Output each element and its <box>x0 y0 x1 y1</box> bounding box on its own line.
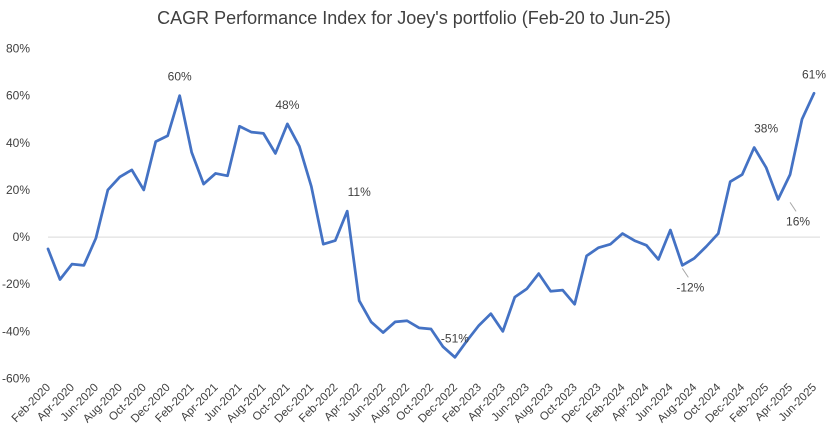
y-tick-label: 60% <box>6 89 30 103</box>
data-label: 16% <box>786 214 810 228</box>
data-label: -51% <box>441 331 469 345</box>
data-label: -12% <box>676 280 704 294</box>
y-tick-label: 0% <box>13 230 31 244</box>
y-tick-label: -40% <box>2 324 30 338</box>
series-line <box>46 91 816 359</box>
data-label: 48% <box>275 98 299 112</box>
y-tick-label: 40% <box>6 136 30 150</box>
data-label: 11% <box>348 185 371 199</box>
y-tick-label: 20% <box>6 183 30 197</box>
data-label: 38% <box>754 122 778 136</box>
y-tick-label: 80% <box>6 42 30 56</box>
y-axis: -60% -40% -20% 0% 20% 40% 60% 80% <box>2 42 820 386</box>
data-label-leader-line <box>789 202 797 212</box>
y-tick-label: -60% <box>2 372 30 386</box>
y-tick-label: -20% <box>2 277 30 291</box>
x-axis: Feb-2020Apr-2020Jun-2020Aug-2020Oct-2020… <box>10 381 819 425</box>
data-label: 60% <box>168 70 192 84</box>
chart-title: CAGR Performance Index for Joey's portfo… <box>157 8 671 28</box>
series-group <box>46 91 816 359</box>
data-label: 61% <box>802 67 826 81</box>
annotations-group: 60% 48% 11% -51% -12% 38% 16% 61% <box>168 67 827 345</box>
data-label-leader-line <box>681 268 689 278</box>
